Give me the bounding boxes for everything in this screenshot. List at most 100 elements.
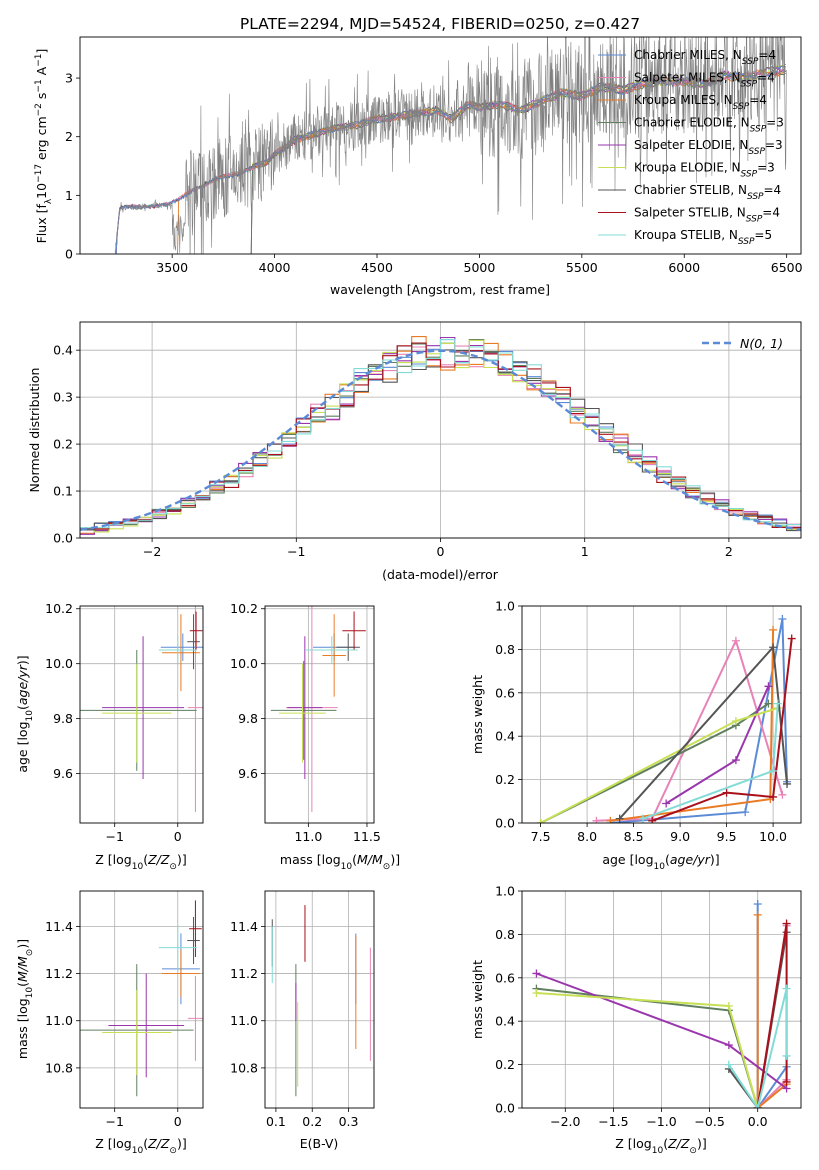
x-tick-label: 0 xyxy=(174,829,182,844)
weight-line-kroupa_miles xyxy=(756,914,788,1108)
weight-line-salpeter_stelib xyxy=(756,923,788,1108)
y-tick-label: 0.0 xyxy=(53,531,73,546)
legend-entry-normal: N(0, 1) xyxy=(740,336,783,351)
weight-line-kroupa_stelib xyxy=(727,988,788,1108)
x-tick-label: −1 xyxy=(105,1114,123,1129)
y-tick-label: 9.6 xyxy=(238,766,258,781)
weight-marker-kroupa_elodie xyxy=(536,819,545,823)
weight-marker-kroupa_stelib xyxy=(638,814,647,823)
weight-marker-kroupa_stelib xyxy=(782,984,791,993)
plot-mass_vs_ebv: 0.1 0.2 0.3 10.8 11.0 11.2 11.4 E(B-V) xyxy=(230,890,375,1151)
x-axis-label: wavelength [Angstrom, rest frame] xyxy=(330,282,550,297)
weight-marker-salpeter_elodie xyxy=(764,682,773,691)
axes-frame-mass_weight_vs_age xyxy=(521,605,802,824)
grid-age_vs_Z xyxy=(80,606,203,823)
x-tick-label: −0.5 xyxy=(694,1114,724,1129)
axes-frame-age_vs_Z xyxy=(79,605,204,824)
x-tick-label: −1 xyxy=(287,544,305,559)
legend-entry-kroupa_elodie: Kroupa ELODIE, NSSP=3 xyxy=(634,161,775,180)
x-tick-label: 7.5 xyxy=(531,829,551,844)
weight-marker-chabrier_miles xyxy=(741,808,750,817)
y-tick-label: 0.2 xyxy=(495,772,515,787)
y-tick-label: 2 xyxy=(65,129,73,144)
marks-mass_weight_vs_Z xyxy=(532,900,791,1108)
axes-frame-mass_vs_Z xyxy=(79,890,204,1109)
y-tick-label: 0.8 xyxy=(495,642,515,657)
x-tick-label: 9.0 xyxy=(670,829,690,844)
x-tick-label: 4000 xyxy=(259,260,291,275)
x-axis-label: Z [log10(Z/Z⊙)] xyxy=(615,1136,706,1156)
figure-title: PLATE=2294, MJD=54524, FIBERID=0250, z=0… xyxy=(240,15,640,33)
grid-mass_weight_vs_age xyxy=(522,605,801,824)
y-tick-label: 0.0 xyxy=(495,816,515,831)
y-tick-label: 10.2 xyxy=(230,601,258,616)
x-tick-label: −1 xyxy=(105,829,123,844)
y-tick-label: 10.8 xyxy=(230,1060,258,1075)
y-axis-label: age [log10(age/yr)] xyxy=(15,655,35,772)
spectrum-data xyxy=(114,37,787,254)
legend-entry-chabrier_miles: Chabrier MILES, NSSP=4 xyxy=(634,48,776,67)
x-axis-label: Z [log10(Z/Z⊙)] xyxy=(95,852,186,872)
weight-marker-salpeter_elodie xyxy=(731,756,740,765)
y-tick-label: 9.8 xyxy=(238,711,258,726)
y-tick-label: 9.8 xyxy=(53,711,73,726)
y-tick-label: 1.0 xyxy=(495,599,515,614)
x-tick-label: 6000 xyxy=(668,260,700,275)
x-tick-label: 5500 xyxy=(566,260,598,275)
weight-marker-kroupa_miles xyxy=(753,910,762,919)
legend-entry-kroupa_stelib: Kroupa STELIB, NSSP=5 xyxy=(634,228,772,247)
y-tick-label: 1.0 xyxy=(495,884,515,899)
legend-entry-salpeter_miles: Salpeter MILES, NSSP=4 xyxy=(634,71,775,90)
y-axis-label: Flux [fλ10−17 erg cm−2 s−1 A−1] xyxy=(34,49,54,244)
y-tick-label: 3 xyxy=(65,71,73,86)
y-tick-label: 1 xyxy=(65,188,73,203)
weight-marker-salpeter_elodie xyxy=(532,969,541,978)
y-tick-label: 0.4 xyxy=(495,1014,515,1029)
y-axis-label: mass weight xyxy=(470,960,485,1039)
marks-mass_vs_Z xyxy=(80,900,203,1097)
marks-residuals xyxy=(80,336,801,535)
y-tick-label: 0.2 xyxy=(53,437,73,452)
x-tick-label: 3500 xyxy=(156,260,188,275)
weight-marker-kroupa_stelib xyxy=(753,1104,762,1108)
marks-age_vs_Z xyxy=(80,606,203,813)
grid-mass_vs_ebv xyxy=(265,891,374,1108)
axes-frame-age_vs_mass xyxy=(264,605,375,824)
weight-marker-kroupa_stelib xyxy=(782,1051,791,1060)
marks-spectrum xyxy=(114,37,787,254)
legend-entry-salpeter_stelib: Salpeter STELIB, NSSP=4 xyxy=(634,206,780,225)
weight-marker-kroupa_stelib xyxy=(769,766,778,775)
weight-marker-chabrier_elodie xyxy=(764,699,773,708)
grid-age_vs_mass xyxy=(265,606,374,823)
weight-marker-salpeter_elodie xyxy=(724,1041,733,1050)
plot-spectrum: 3500 4000 4500 5000 5500 6000 6500 0 1 2 3 waveleng… xyxy=(34,36,803,297)
y-tick-label: 0.6 xyxy=(495,970,515,985)
x-tick-label: 0.1 xyxy=(266,1114,286,1129)
x-tick-label: 4500 xyxy=(361,260,393,275)
x-tick-label: 9.5 xyxy=(717,829,737,844)
x-tick-label: 8.5 xyxy=(624,829,644,844)
y-tick-label: 11.4 xyxy=(45,919,73,934)
marks-mass_vs_ebv xyxy=(271,905,371,1097)
weight-marker-chabrier_stelib xyxy=(783,779,792,788)
y-tick-label: 10.2 xyxy=(45,601,73,616)
weight-marker-chabrier_stelib xyxy=(615,814,624,823)
x-tick-label: 2 xyxy=(725,544,733,559)
weight-marker-salpeter_stelib xyxy=(782,919,791,928)
plot-age_vs_Z: −1 0 9.6 9.8 10.0 10.2 Z [log10(Z/Z⊙)] age [log… xyxy=(15,601,204,872)
axes-frame-mass_weight_vs_Z xyxy=(521,890,802,1109)
weight-marker-kroupa_stelib xyxy=(724,1060,733,1069)
y-axis-label: mass [log10(M/M⊙)] xyxy=(15,939,35,1059)
y-axis-label: Normed distribution xyxy=(27,368,42,493)
y-tick-label: 11.4 xyxy=(230,919,258,934)
x-axis-label: Z [log10(Z/Z⊙)] xyxy=(95,1136,186,1156)
plot-residuals: −2 −1 0 1 2 0.0 0.1 0.2 0.3 0.4 (data-model)/error… xyxy=(27,321,802,582)
axes-frame-mass_vs_ebv xyxy=(264,890,375,1109)
legend-entry-chabrier_elodie: Chabrier ELODIE, NSSP=3 xyxy=(634,116,784,135)
y-tick-label: 0.4 xyxy=(53,343,73,358)
x-axis-label: (data-model)/error xyxy=(382,567,499,582)
weight-marker-chabrier_miles xyxy=(753,900,762,909)
x-axis-label: mass [log10(M/M⊙)] xyxy=(280,852,400,872)
x-tick-label: −2 xyxy=(143,544,161,559)
